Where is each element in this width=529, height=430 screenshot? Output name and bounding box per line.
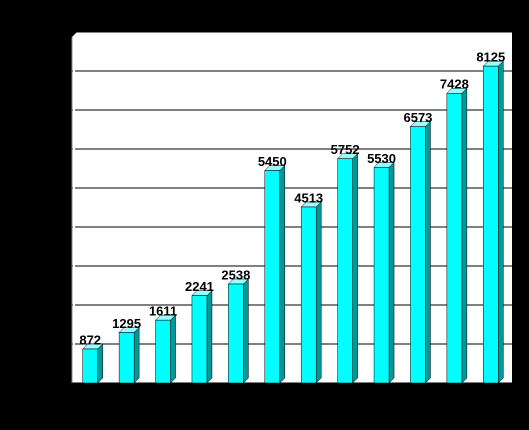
bar-side: [133, 326, 140, 384]
bar-side: [279, 164, 286, 384]
bar: [228, 283, 244, 384]
bar-side: [170, 314, 176, 384]
data-label: 4513: [294, 190, 323, 205]
bar-side: [425, 121, 431, 384]
bar: [155, 319, 171, 384]
bar: [373, 167, 390, 384]
plot-area: [72, 32, 512, 383]
bar: [300, 206, 317, 384]
data-label: 1611: [149, 304, 177, 319]
bar-side: [498, 60, 504, 384]
bar-side: [461, 87, 468, 384]
bar: [118, 332, 135, 384]
bar-side: [315, 201, 322, 384]
bar-side: [352, 153, 358, 384]
data-label: 6573: [403, 110, 432, 125]
bar: [82, 348, 98, 384]
bar-side: [243, 278, 249, 384]
bar: [264, 170, 281, 384]
bar-side: [206, 289, 213, 384]
data-label: 2241: [185, 279, 214, 294]
bar-side: [97, 343, 103, 384]
bar: [410, 126, 426, 384]
bar-side: [388, 161, 395, 384]
bar: [337, 158, 353, 384]
data-label: 5530: [367, 151, 396, 166]
data-label: 8125: [476, 50, 505, 65]
data-label: 2538: [221, 267, 250, 282]
bar: [483, 65, 499, 384]
bar: [446, 93, 463, 384]
data-label: 7428: [440, 77, 469, 92]
data-label: 1295: [112, 316, 141, 331]
data-label: 5752: [331, 142, 360, 157]
data-label: 872: [79, 332, 101, 347]
data-label: 5450: [258, 154, 287, 169]
bar: [191, 295, 208, 384]
